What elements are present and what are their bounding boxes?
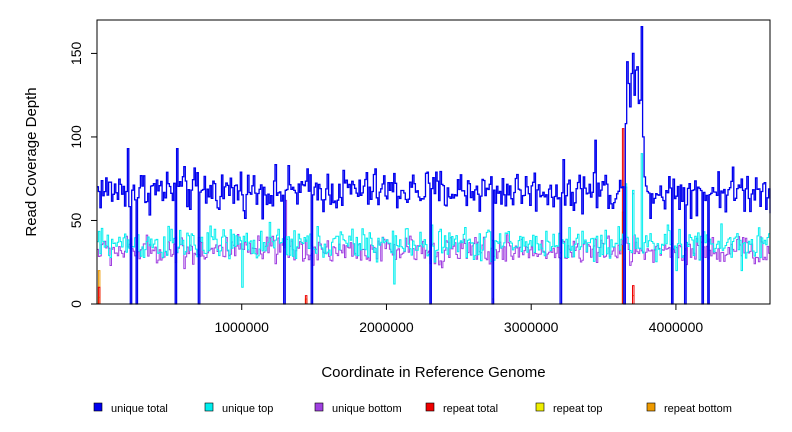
legend-swatch xyxy=(535,402,545,412)
series-layer xyxy=(97,26,771,305)
y-axis: 0 50 100 150 xyxy=(68,42,97,308)
legend-swatch xyxy=(204,402,214,412)
x-tick-label: 1000000 xyxy=(214,319,269,335)
legend-item-repeat-bottom: repeat bottom xyxy=(646,402,732,415)
plot-frame xyxy=(96,19,771,305)
legend-label: repeat bottom xyxy=(664,403,732,415)
y-tick-label: 100 xyxy=(68,125,84,149)
legend-swatch xyxy=(93,402,103,412)
legend-item-unique-total: unique total xyxy=(93,402,168,415)
legend-label: repeat top xyxy=(553,403,603,415)
x-tick-label: 4000000 xyxy=(649,319,704,335)
y-tick-label: 50 xyxy=(68,212,84,228)
y-tick-label: 150 xyxy=(68,42,84,66)
x-tick-label: 2000000 xyxy=(359,319,414,335)
legend-label: unique top xyxy=(222,403,273,415)
legend-item-repeat-top: repeat top xyxy=(535,402,603,415)
legend-label: unique bottom xyxy=(332,403,402,415)
legend-swatch xyxy=(314,402,324,412)
legend-swatch xyxy=(425,402,435,412)
legend: unique total unique top unique bottom repea… xyxy=(93,402,732,415)
legend-item-repeat-total: repeat total xyxy=(425,402,498,415)
x-axis-title: Coordinate in Reference Genome xyxy=(321,364,545,381)
legend-label: repeat total xyxy=(443,403,498,415)
y-axis-title: Read Coverage Depth xyxy=(23,87,40,236)
legend-swatch xyxy=(646,402,656,412)
series-line-unique-top xyxy=(97,153,771,288)
series-line-unique-total xyxy=(97,26,771,305)
legend-label: unique total xyxy=(111,403,168,415)
x-axis: 1000000 2000000 3000000 4000000 xyxy=(214,304,703,335)
x-tick-label: 3000000 xyxy=(504,319,559,335)
legend-item-unique-bottom: unique bottom xyxy=(314,402,402,415)
legend-item-unique-top: unique top xyxy=(204,402,273,415)
y-tick-label: 0 xyxy=(68,300,84,308)
